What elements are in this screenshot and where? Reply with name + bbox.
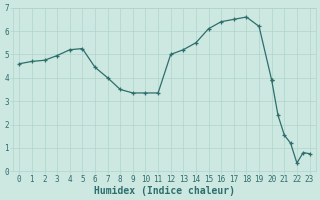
X-axis label: Humidex (Indice chaleur): Humidex (Indice chaleur) [94,186,235,196]
